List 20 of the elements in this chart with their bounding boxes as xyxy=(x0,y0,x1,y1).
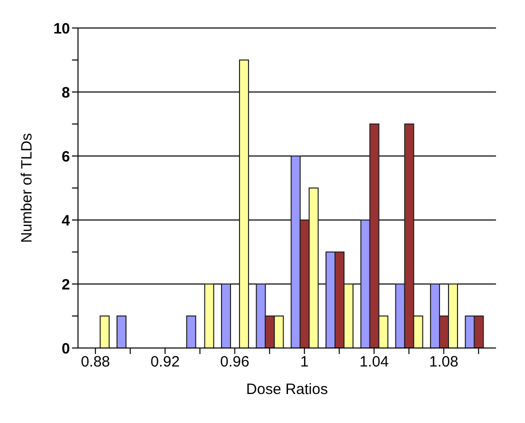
bar xyxy=(221,284,232,348)
y-tick-label: 10 xyxy=(53,20,70,38)
y-tick-label: 8 xyxy=(62,84,70,102)
y-tick-label: 0 xyxy=(62,340,70,358)
y-tick-label: 6 xyxy=(62,148,70,166)
x-axis-title: Dose Ratios xyxy=(246,381,328,398)
x-tick-label: 0.96 xyxy=(220,354,250,371)
bar xyxy=(204,284,214,348)
x-tick-label: 1.08 xyxy=(429,354,458,371)
bar xyxy=(186,316,196,348)
x-tick-label: 0.92 xyxy=(150,354,180,371)
x-tick-label: 0.88 xyxy=(80,354,110,371)
x-tick-label: 1.04 xyxy=(359,354,389,371)
bar xyxy=(100,316,110,348)
bar xyxy=(116,316,127,348)
y-axis-title: Number of TLDs xyxy=(18,133,36,243)
x-tick-label: 1 xyxy=(300,354,309,371)
y-tick-label: 2 xyxy=(62,276,70,294)
bar xyxy=(239,60,250,348)
y-tick-label: 4 xyxy=(62,212,71,230)
